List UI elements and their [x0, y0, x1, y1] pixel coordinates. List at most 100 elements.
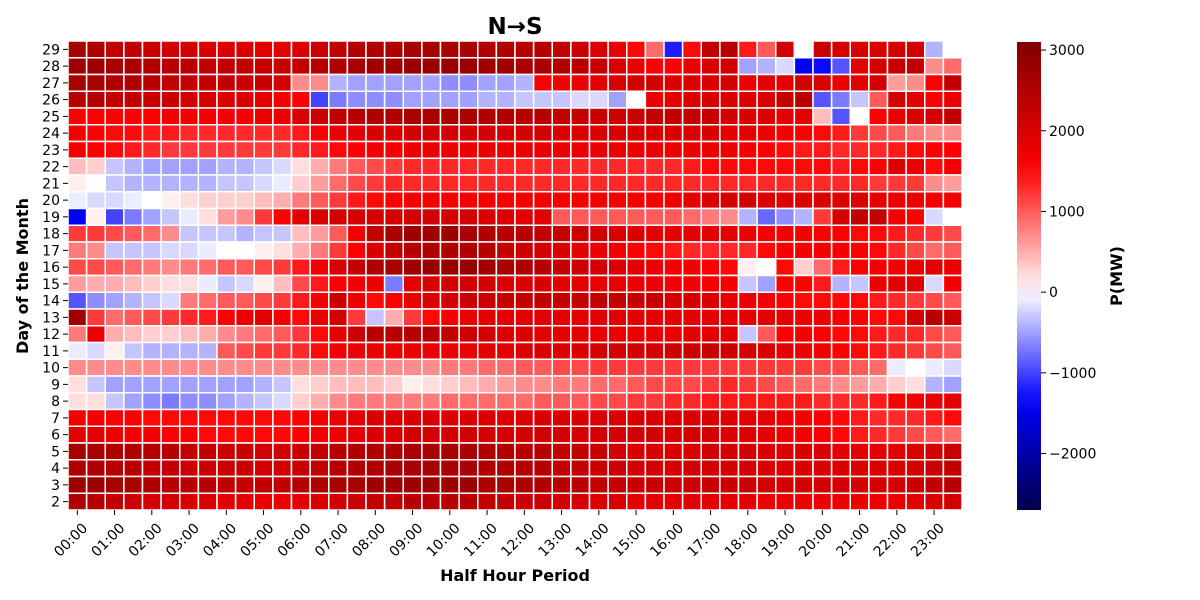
- heatmap-cell: [737, 224, 758, 243]
- heatmap-cell: [607, 358, 628, 377]
- heatmap-cell: [700, 57, 721, 76]
- heatmap-cell: [197, 40, 218, 59]
- heatmap-cell: [104, 408, 125, 427]
- heatmap-cell: [663, 459, 684, 478]
- heatmap-cell: [532, 241, 554, 260]
- heatmap-cell: [570, 124, 591, 143]
- heatmap-cell: [67, 107, 88, 126]
- heatmap-cell: [532, 308, 554, 327]
- heatmap-cell: [328, 392, 349, 411]
- heatmap-cell: [197, 124, 218, 143]
- heatmap-cell: [421, 258, 442, 277]
- heatmap-cell: [775, 475, 796, 494]
- heatmap-cell: [924, 107, 945, 126]
- x-tick-label: 16:00: [647, 520, 687, 560]
- heatmap-cell: [719, 90, 740, 109]
- heatmap-cell: [365, 392, 386, 411]
- heatmap-cell: [104, 459, 125, 478]
- heatmap-cell: [626, 207, 647, 226]
- heatmap-cell: [67, 274, 88, 293]
- heatmap-cell: [439, 492, 460, 511]
- heatmap-cell: [737, 40, 758, 59]
- heatmap-cell: [626, 241, 647, 260]
- heatmap-cell: [719, 442, 740, 461]
- heatmap-cell: [253, 408, 274, 427]
- heatmap-cell: [402, 107, 423, 126]
- heatmap-cell: [775, 40, 796, 59]
- heatmap-cell: [383, 73, 405, 92]
- x-tick-label: 07:00: [312, 520, 352, 560]
- heatmap-cell: [588, 375, 609, 394]
- heatmap-cell: [532, 73, 554, 92]
- heatmap-cell: [607, 274, 628, 293]
- heatmap-cell: [663, 358, 684, 377]
- heatmap-cell: [775, 207, 796, 226]
- heatmap-cell: [775, 140, 796, 159]
- heatmap-cell: [421, 224, 442, 243]
- heatmap-cell: [383, 174, 405, 193]
- heatmap-cell: [402, 258, 423, 277]
- heatmap-cell: [495, 241, 516, 260]
- heatmap-cell: [514, 408, 535, 427]
- heatmap-cell: [402, 291, 423, 310]
- heatmap-cell: [644, 308, 665, 327]
- heatmap-cell: [179, 358, 200, 377]
- heatmap-cell: [607, 425, 628, 444]
- heatmap-cell: [756, 241, 777, 260]
- heatmap-cell: [663, 392, 684, 411]
- heatmap-cell: [495, 258, 516, 277]
- heatmap-cell: [141, 90, 162, 109]
- heatmap-cell: [570, 73, 591, 92]
- heatmap-cell: [179, 40, 200, 59]
- heatmap-cell: [234, 57, 256, 76]
- heatmap-cell: [812, 341, 833, 360]
- heatmap-cell: [328, 358, 349, 377]
- heatmap-cell: [365, 475, 386, 494]
- heatmap-cell: [924, 442, 945, 461]
- heatmap-cell: [346, 358, 367, 377]
- heatmap-cell: [942, 325, 963, 344]
- y-tick-label: 25: [42, 109, 60, 125]
- heatmap-cell: [234, 325, 256, 344]
- heatmap-cell: [458, 459, 479, 478]
- y-axis-label: Day of the Month: [13, 198, 32, 354]
- heatmap-cell: [123, 408, 144, 427]
- heatmap-cell: [570, 140, 591, 159]
- heatmap-cell: [197, 73, 218, 92]
- heatmap-cell: [458, 375, 479, 394]
- heatmap-cell: [141, 241, 162, 260]
- heatmap-cell: [588, 425, 609, 444]
- heatmap-cell: [439, 90, 460, 109]
- heatmap-cell: [309, 358, 330, 377]
- heatmap-cell: [365, 308, 386, 327]
- heatmap-cell: [123, 73, 144, 92]
- heatmap-cell: [328, 408, 349, 427]
- heatmap-cell: [626, 375, 647, 394]
- heatmap-cell: [812, 425, 833, 444]
- heatmap-cell: [67, 392, 88, 411]
- heatmap-cell: [179, 258, 200, 277]
- heatmap-cell: [756, 375, 777, 394]
- heatmap-cell: [495, 174, 516, 193]
- heatmap-cell: [793, 40, 814, 59]
- heatmap-cell: [756, 459, 777, 478]
- heatmap-cell: [216, 90, 237, 109]
- heatmap-cell: [309, 392, 330, 411]
- heatmap-cell: [830, 241, 852, 260]
- heatmap-cell: [179, 241, 200, 260]
- heatmap-cell: [67, 241, 88, 260]
- heatmap-cell: [477, 124, 498, 143]
- heatmap-cell: [234, 124, 256, 143]
- heatmap-cell: [383, 392, 405, 411]
- heatmap-cell: [812, 492, 833, 511]
- heatmap-cell: [85, 90, 107, 109]
- heatmap-cell: [868, 442, 889, 461]
- heatmap-cell: [924, 274, 945, 293]
- heatmap-cell: [85, 459, 107, 478]
- heatmap-cell: [141, 492, 162, 511]
- heatmap-cell: [495, 375, 516, 394]
- heatmap-cell: [477, 107, 498, 126]
- heatmap-cell: [477, 73, 498, 92]
- heatmap-cell: [830, 308, 852, 327]
- heatmap-cell: [905, 90, 926, 109]
